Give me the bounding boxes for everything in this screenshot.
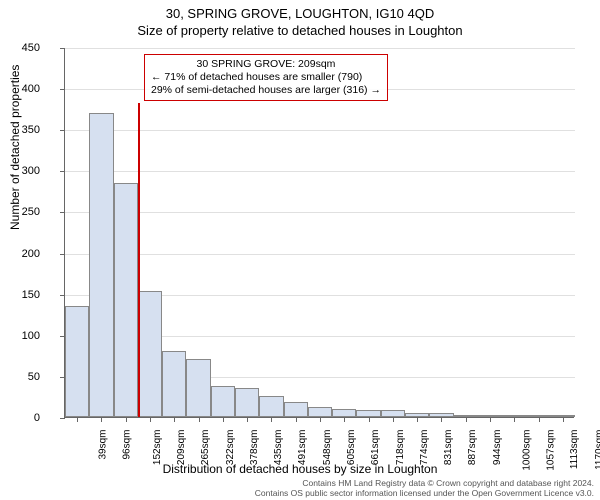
xtick-mark (490, 417, 491, 422)
xtick-label: 435sqm (273, 430, 284, 466)
xtick-mark (174, 417, 175, 422)
xtick-label: 605sqm (346, 430, 357, 466)
xtick-mark (223, 417, 224, 422)
ytick-label: 150 (0, 289, 40, 301)
xtick-mark (563, 417, 564, 422)
histogram-bar (308, 407, 332, 417)
annotation-line3: 29% of semi-detached houses are larger (… (151, 84, 381, 97)
xtick-mark (150, 417, 151, 422)
xtick-label: 322sqm (225, 430, 236, 466)
footer-attribution: Contains HM Land Registry data © Crown c… (255, 478, 594, 498)
x-axis-title: Distribution of detached houses by size … (0, 462, 600, 476)
xtick-mark (344, 417, 345, 422)
xtick-mark (417, 417, 418, 422)
histogram-bar (332, 409, 356, 417)
ytick-label: 300 (0, 165, 40, 177)
footer-line2: Contains OS public sector information li… (255, 488, 594, 498)
xtick-mark (514, 417, 515, 422)
gridline (65, 130, 575, 131)
ytick-mark (60, 295, 65, 296)
xtick-mark (369, 417, 370, 422)
xtick-label: 831sqm (443, 430, 454, 466)
annotation-box: 30 SPRING GROVE: 209sqm ← 71% of detache… (144, 54, 388, 101)
xtick-mark (441, 417, 442, 422)
xtick-label: 944sqm (492, 430, 503, 466)
footer-line1: Contains HM Land Registry data © Crown c… (255, 478, 594, 488)
ytick-label: 350 (0, 124, 40, 136)
histogram-bar (186, 359, 210, 417)
histogram-bar (65, 306, 89, 417)
ytick-mark (60, 212, 65, 213)
xtick-mark (271, 417, 272, 422)
ytick-mark (60, 130, 65, 131)
page-title-line1: 30, SPRING GROVE, LOUGHTON, IG10 4QD (0, 0, 600, 21)
histogram-bar (162, 351, 186, 417)
xtick-mark (247, 417, 248, 422)
histogram-bar (211, 386, 235, 417)
ytick-mark (60, 171, 65, 172)
ytick-mark (60, 89, 65, 90)
xtick-label: 96sqm (122, 430, 133, 460)
xtick-label: 39sqm (98, 430, 109, 460)
xtick-label: 774sqm (419, 430, 430, 466)
histogram-bar (138, 291, 162, 417)
annotation-line1: 30 SPRING GROVE: 209sqm (151, 58, 381, 71)
xtick-label: 378sqm (249, 430, 260, 466)
ytick-label: 50 (0, 371, 40, 383)
xtick-label: 491sqm (298, 430, 309, 466)
ytick-label: 250 (0, 206, 40, 218)
gridline (65, 254, 575, 255)
histogram-bar (235, 388, 259, 417)
xtick-mark (539, 417, 540, 422)
gridline (65, 48, 575, 49)
ytick-label: 100 (0, 330, 40, 342)
xtick-mark (101, 417, 102, 422)
ytick-mark (60, 48, 65, 49)
xtick-label: 548sqm (322, 430, 333, 466)
xtick-label: 209sqm (176, 430, 187, 466)
ytick-mark (60, 418, 65, 419)
gridline (65, 212, 575, 213)
xtick-mark (393, 417, 394, 422)
xtick-label: 718sqm (395, 430, 406, 466)
xtick-mark (296, 417, 297, 422)
xtick-label: 265sqm (200, 430, 211, 466)
reference-line (138, 103, 140, 417)
histogram-bar (89, 113, 113, 417)
xtick-mark (199, 417, 200, 422)
ytick-label: 400 (0, 83, 40, 95)
xtick-mark (126, 417, 127, 422)
ytick-label: 450 (0, 42, 40, 54)
xtick-mark (77, 417, 78, 422)
annotation-line2: ← 71% of detached houses are smaller (79… (151, 71, 381, 84)
page-title-line2: Size of property relative to detached ho… (0, 21, 600, 38)
xtick-label: 887sqm (468, 430, 479, 466)
histogram-bar (284, 402, 308, 417)
gridline (65, 171, 575, 172)
ytick-label: 200 (0, 248, 40, 260)
ytick-mark (60, 254, 65, 255)
xtick-mark (320, 417, 321, 422)
xtick-label: 661sqm (370, 430, 381, 466)
ytick-label: 0 (0, 412, 40, 424)
xtick-mark (466, 417, 467, 422)
histogram-bar (259, 396, 283, 417)
xtick-label: 152sqm (152, 430, 163, 466)
chart-area: 39sqm96sqm152sqm209sqm265sqm322sqm378sqm… (64, 48, 574, 418)
plot-region: 39sqm96sqm152sqm209sqm265sqm322sqm378sqm… (64, 48, 574, 418)
histogram-bar (114, 183, 138, 417)
